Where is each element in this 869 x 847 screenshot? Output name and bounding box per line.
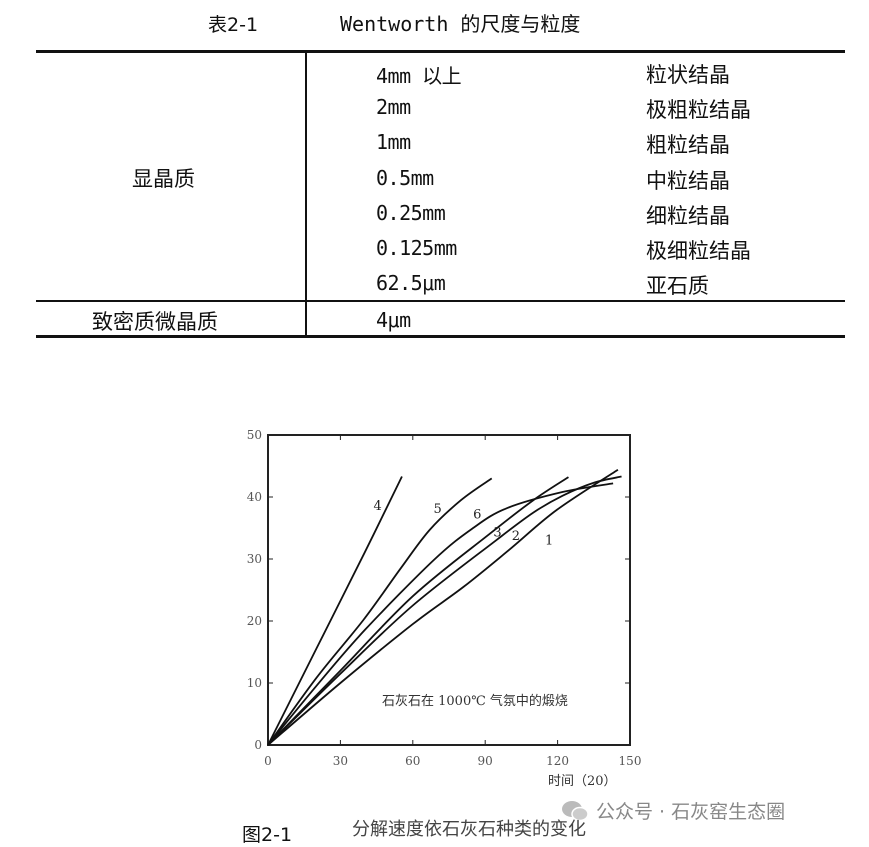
- x-tick-label: 120: [546, 754, 569, 768]
- watermark: 公众号 · 石灰窑生态圈: [560, 797, 785, 824]
- crystal-name-cell: 粒状结晶: [646, 63, 730, 87]
- series-label-3: 3: [493, 526, 501, 541]
- crystal-name-cell: 极细粒结晶: [646, 239, 751, 263]
- y-tick-label: 20: [247, 614, 262, 628]
- series-label-6: 6: [473, 508, 481, 523]
- wechat-icon: [562, 800, 589, 821]
- y-tick-label: 0: [254, 738, 262, 752]
- group-label: 显晶质: [132, 167, 195, 191]
- x-tick-label: 150: [619, 754, 642, 768]
- series-label-5: 5: [434, 502, 442, 517]
- table-caption-title: Wentworth 的尺度与粒度: [340, 12, 581, 36]
- size-cell: 2mm: [376, 95, 411, 119]
- table-top-rule: [36, 50, 845, 53]
- size-cell: 62.5μm: [376, 271, 446, 295]
- figure-number: 图2-1: [242, 824, 293, 846]
- series-line-1: [267, 468, 619, 746]
- x-axis-label: 时间（20）: [548, 774, 617, 789]
- y-tick-label: 40: [247, 490, 262, 504]
- y-tick-label: 50: [247, 428, 262, 442]
- crystal-name-cell: 粗粒结晶: [646, 133, 730, 157]
- crystal-name-cell: 中粒结晶: [646, 169, 730, 193]
- x-tick-label: 90: [478, 754, 493, 768]
- size-cell: 4μm: [376, 308, 411, 332]
- figure-caption: 分解速度依石灰石种类的变化: [352, 819, 586, 840]
- chart-annotation: 石灰石在 1000℃ 气氛中的煅烧: [382, 693, 568, 709]
- series-line-5: [267, 477, 493, 746]
- group-label: 致密质微晶质: [92, 310, 218, 334]
- x-tick-label: 60: [405, 754, 420, 768]
- size-cell: 0.125mm: [376, 236, 457, 260]
- x-tick-label: 30: [333, 754, 348, 768]
- series-label-2: 2: [512, 529, 520, 544]
- table-bottom-rule: [36, 335, 845, 338]
- table-mid-rule: [36, 300, 845, 302]
- size-cell: 0.25mm: [376, 201, 446, 225]
- series-line-2: [267, 475, 622, 746]
- watermark-text: 公众号 · 石灰窑生态圈: [596, 801, 786, 823]
- series-line-6: [267, 482, 614, 746]
- size-cell: 1mm: [376, 130, 411, 154]
- crystal-name-cell: 亚石质: [646, 274, 709, 298]
- size-cell: 0.5mm: [376, 166, 434, 190]
- table-caption-number: 表2-1: [208, 14, 259, 36]
- table-column-divider: [305, 52, 307, 336]
- series-label-1: 1: [545, 534, 553, 549]
- x-tick-label: 0: [264, 754, 272, 768]
- size-cell: 4mm 以上: [376, 64, 462, 88]
- plot-frame: [267, 434, 631, 746]
- crystal-name-cell: 细粒结晶: [646, 204, 730, 228]
- crystal-name-cell: 极粗粒结晶: [646, 98, 751, 122]
- series-label-4: 4: [373, 499, 381, 514]
- y-tick-label: 10: [247, 676, 262, 690]
- y-tick-label: 30: [247, 552, 262, 566]
- series-line-4: [267, 476, 403, 746]
